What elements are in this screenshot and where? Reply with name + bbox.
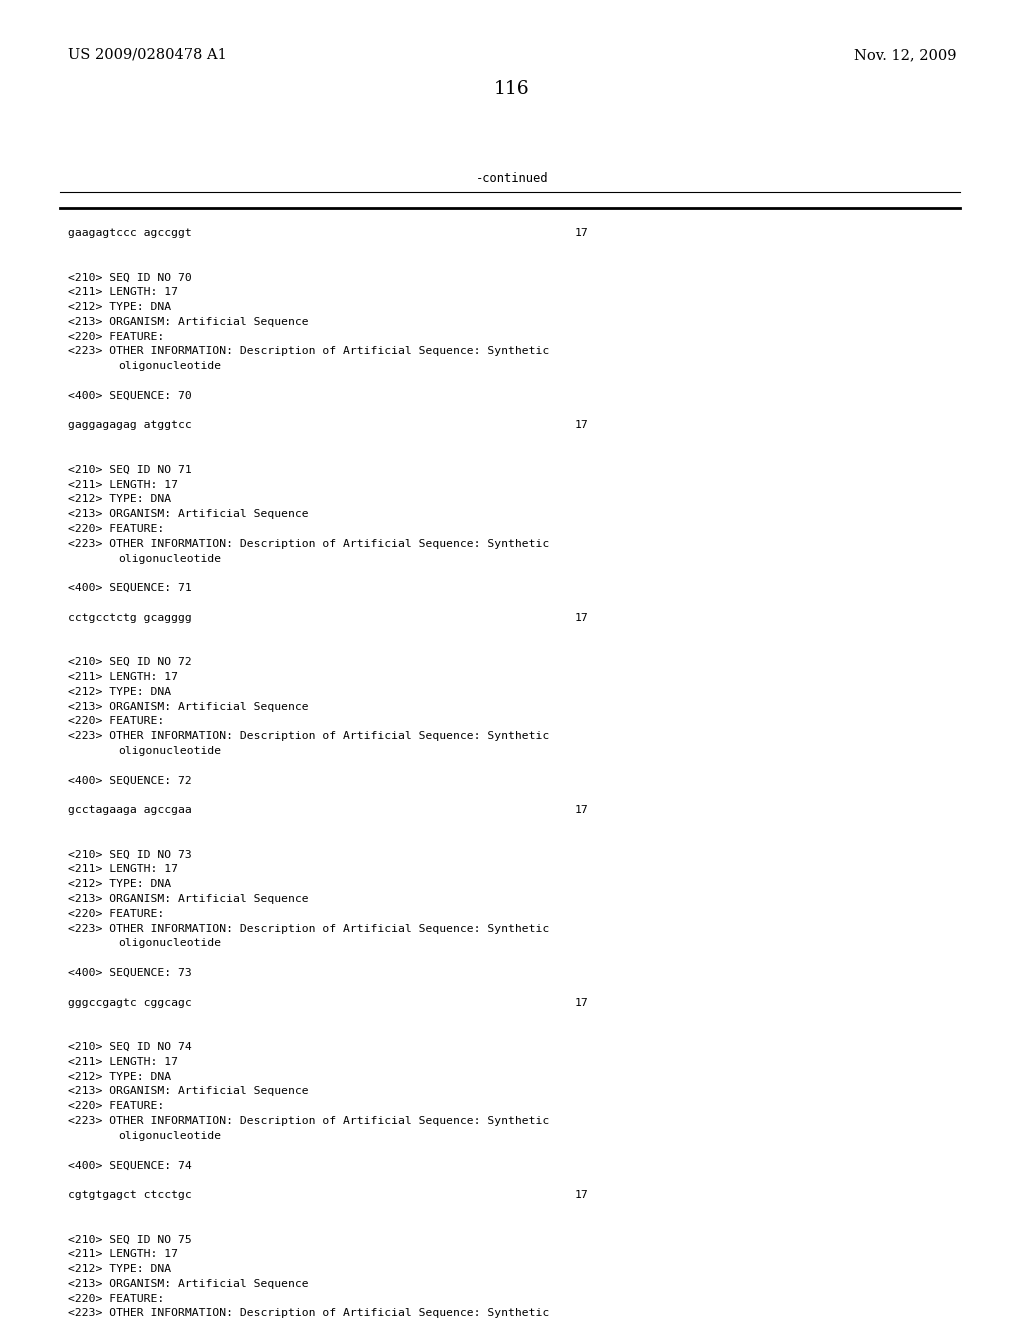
Text: <220> FEATURE:: <220> FEATURE: [68, 1294, 164, 1304]
Text: US 2009/0280478 A1: US 2009/0280478 A1 [68, 48, 226, 62]
Text: <212> TYPE: DNA: <212> TYPE: DNA [68, 1072, 171, 1081]
Text: <223> OTHER INFORMATION: Description of Artificial Sequence: Synthetic: <223> OTHER INFORMATION: Description of … [68, 1308, 549, 1319]
Text: Nov. 12, 2009: Nov. 12, 2009 [853, 48, 956, 62]
Text: oligonucleotide: oligonucleotide [118, 1131, 221, 1140]
Text: <220> FEATURE:: <220> FEATURE: [68, 1101, 164, 1111]
Text: <211> LENGTH: 17: <211> LENGTH: 17 [68, 1057, 178, 1067]
Text: <220> FEATURE:: <220> FEATURE: [68, 908, 164, 919]
Text: <400> SEQUENCE: 72: <400> SEQUENCE: 72 [68, 776, 191, 785]
Text: <212> TYPE: DNA: <212> TYPE: DNA [68, 302, 171, 312]
Text: <210> SEQ ID NO 74: <210> SEQ ID NO 74 [68, 1041, 191, 1052]
Text: <213> ORGANISM: Artificial Sequence: <213> ORGANISM: Artificial Sequence [68, 894, 308, 904]
Text: <210> SEQ ID NO 71: <210> SEQ ID NO 71 [68, 465, 191, 475]
Text: 17: 17 [575, 420, 589, 430]
Text: <213> ORGANISM: Artificial Sequence: <213> ORGANISM: Artificial Sequence [68, 317, 308, 327]
Text: <223> OTHER INFORMATION: Description of Artificial Sequence: Synthetic: <223> OTHER INFORMATION: Description of … [68, 346, 549, 356]
Text: <210> SEQ ID NO 75: <210> SEQ ID NO 75 [68, 1234, 191, 1245]
Text: <210> SEQ ID NO 72: <210> SEQ ID NO 72 [68, 657, 191, 667]
Text: oligonucleotide: oligonucleotide [118, 939, 221, 948]
Text: <223> OTHER INFORMATION: Description of Artificial Sequence: Synthetic: <223> OTHER INFORMATION: Description of … [68, 731, 549, 742]
Text: <211> LENGTH: 17: <211> LENGTH: 17 [68, 288, 178, 297]
Text: <210> SEQ ID NO 70: <210> SEQ ID NO 70 [68, 272, 191, 282]
Text: oligonucleotide: oligonucleotide [118, 362, 221, 371]
Text: <400> SEQUENCE: 73: <400> SEQUENCE: 73 [68, 968, 191, 978]
Text: 17: 17 [575, 805, 589, 816]
Text: gaagagtccc agccggt: gaagagtccc agccggt [68, 228, 191, 238]
Text: oligonucleotide: oligonucleotide [118, 746, 221, 756]
Text: <212> TYPE: DNA: <212> TYPE: DNA [68, 1265, 171, 1274]
Text: <211> LENGTH: 17: <211> LENGTH: 17 [68, 672, 178, 682]
Text: gaggagagag atggtcc: gaggagagag atggtcc [68, 420, 191, 430]
Text: cgtgtgagct ctcctgc: cgtgtgagct ctcctgc [68, 1191, 191, 1200]
Text: <213> ORGANISM: Artificial Sequence: <213> ORGANISM: Artificial Sequence [68, 702, 308, 711]
Text: <223> OTHER INFORMATION: Description of Artificial Sequence: Synthetic: <223> OTHER INFORMATION: Description of … [68, 539, 549, 549]
Text: 17: 17 [575, 1191, 589, 1200]
Text: <400> SEQUENCE: 70: <400> SEQUENCE: 70 [68, 391, 191, 401]
Text: <213> ORGANISM: Artificial Sequence: <213> ORGANISM: Artificial Sequence [68, 1086, 308, 1097]
Text: <220> FEATURE:: <220> FEATURE: [68, 331, 164, 342]
Text: <212> TYPE: DNA: <212> TYPE: DNA [68, 495, 171, 504]
Text: <211> LENGTH: 17: <211> LENGTH: 17 [68, 1249, 178, 1259]
Text: <212> TYPE: DNA: <212> TYPE: DNA [68, 879, 171, 890]
Text: <220> FEATURE:: <220> FEATURE: [68, 524, 164, 535]
Text: 17: 17 [575, 998, 589, 1007]
Text: <400> SEQUENCE: 71: <400> SEQUENCE: 71 [68, 583, 191, 593]
Text: <212> TYPE: DNA: <212> TYPE: DNA [68, 686, 171, 697]
Text: <223> OTHER INFORMATION: Description of Artificial Sequence: Synthetic: <223> OTHER INFORMATION: Description of … [68, 924, 549, 933]
Text: <223> OTHER INFORMATION: Description of Artificial Sequence: Synthetic: <223> OTHER INFORMATION: Description of … [68, 1115, 549, 1126]
Text: <211> LENGTH: 17: <211> LENGTH: 17 [68, 865, 178, 874]
Text: <220> FEATURE:: <220> FEATURE: [68, 717, 164, 726]
Text: gcctagaaga agccgaa: gcctagaaga agccgaa [68, 805, 191, 816]
Text: <400> SEQUENCE: 74: <400> SEQUENCE: 74 [68, 1160, 191, 1171]
Text: <210> SEQ ID NO 73: <210> SEQ ID NO 73 [68, 850, 191, 859]
Text: 116: 116 [495, 81, 529, 98]
Text: 17: 17 [575, 612, 589, 623]
Text: oligonucleotide: oligonucleotide [118, 553, 221, 564]
Text: <213> ORGANISM: Artificial Sequence: <213> ORGANISM: Artificial Sequence [68, 510, 308, 519]
Text: 17: 17 [575, 228, 589, 238]
Text: -continued: -continued [476, 172, 548, 185]
Text: gggccgagtc cggcagc: gggccgagtc cggcagc [68, 998, 191, 1007]
Text: cctgcctctg gcagggg: cctgcctctg gcagggg [68, 612, 191, 623]
Text: <211> LENGTH: 17: <211> LENGTH: 17 [68, 479, 178, 490]
Text: <213> ORGANISM: Artificial Sequence: <213> ORGANISM: Artificial Sequence [68, 1279, 308, 1288]
